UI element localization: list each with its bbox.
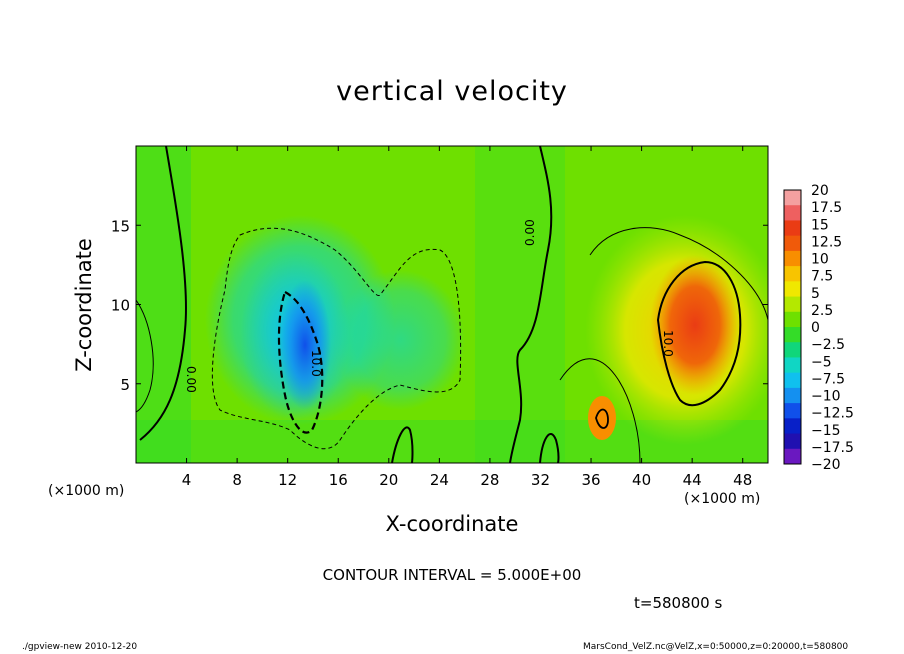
colorbar-swatch: [784, 220, 801, 237]
x-tick-label: 44: [683, 471, 702, 489]
colorbar-swatch: [784, 205, 801, 221]
contour-label: 0.00: [523, 219, 537, 246]
colorbar-frame: [783, 189, 802, 465]
colorbar-label: 15: [811, 217, 829, 233]
x-tick-label: 28: [480, 471, 499, 489]
x-tick-label: 12: [278, 471, 297, 489]
x-tick-label: 40: [632, 471, 651, 489]
colorbar-label: 17.5: [811, 200, 842, 216]
y-axis-label: Z-coordinate: [72, 238, 96, 372]
x-tick-label: 48: [733, 471, 752, 489]
colorbar-swatch: [784, 281, 801, 298]
colorbar-label: −5: [811, 354, 832, 370]
contour-label: 10.0: [309, 350, 323, 377]
footer-left: ./gpview-new 2010-12-20: [22, 642, 138, 652]
contour-interval-text: CONTOUR INTERVAL = 5.000E+00: [322, 566, 582, 584]
x-tick-label: 24: [430, 471, 449, 489]
colorbar-label: 10: [811, 252, 829, 268]
colorbar-swatch: [784, 433, 801, 450]
colorbar-swatch: [784, 403, 801, 419]
colorbar-label: −12.5: [811, 406, 854, 422]
plot-field: 0.00 10.0 0.00 10.0: [136, 146, 768, 463]
x-tick-label: 32: [531, 471, 550, 489]
x-axis: 4 8 12 16 20 24 28 32 36 40 44 48: [182, 146, 752, 489]
colorbar-swatch: [784, 311, 801, 328]
colorbar-swatch: [784, 190, 801, 206]
colorbar-label: −2.5: [811, 337, 845, 353]
colorbar-label: −20: [811, 457, 841, 473]
colorbar-swatch: [784, 266, 801, 282]
colorbar-label: −17.5: [811, 440, 854, 456]
colorbar-label: 0: [811, 320, 820, 336]
x-axis-label: X-coordinate: [385, 512, 519, 536]
y-tick-label: 5: [120, 376, 130, 394]
x-tick-label: 4: [182, 471, 192, 489]
y-tick-label: 15: [111, 217, 130, 235]
colorbar-label: 5: [811, 286, 820, 302]
x-tick-label: 8: [232, 471, 242, 489]
time-stamp: t=580800 s: [634, 594, 723, 612]
x-unit-label-right: (×1000 m): [684, 491, 761, 507]
colorbar-swatch: [784, 296, 801, 313]
footer-right: MarsCond_VelZ.nc@VelZ,x=0:50000,z=0:2000…: [583, 642, 849, 652]
colorbar-swatch: [784, 250, 801, 267]
colorbar-swatch: [784, 235, 801, 252]
colorbar-label: 20: [811, 183, 829, 199]
colorbar-label: 12.5: [811, 234, 842, 250]
contour-label: 10.0: [661, 330, 675, 357]
colorbar-swatch: [784, 342, 801, 358]
x-unit-label-left: (×1000 m): [48, 483, 125, 499]
downdraft-core: [279, 280, 331, 410]
y-axis: 5 10 15: [111, 217, 768, 394]
y-tick-label: 10: [111, 297, 130, 315]
colorbar-swatch: [784, 357, 801, 374]
chart-title: vertical velocity: [336, 76, 568, 107]
x-tick-label: 16: [329, 471, 348, 489]
colorbar-swatch: [784, 448, 801, 465]
colorbar-swatch: [784, 418, 801, 435]
colorbar-label: −15: [811, 423, 841, 439]
colorbar-label: 7.5: [811, 269, 833, 285]
colorbar-swatch: [784, 387, 801, 404]
colorbar-label: −7.5: [811, 371, 845, 387]
colorbar-swatch: [784, 327, 801, 343]
updraft-core: [650, 255, 740, 395]
x-tick-label: 36: [581, 471, 600, 489]
x-tick-label: 20: [379, 471, 398, 489]
colorbar-label: 2.5: [811, 303, 833, 319]
colorbar-label: −10: [811, 389, 841, 405]
contour-label: 0.00: [184, 366, 198, 393]
colorbar-swatch: [784, 372, 801, 389]
